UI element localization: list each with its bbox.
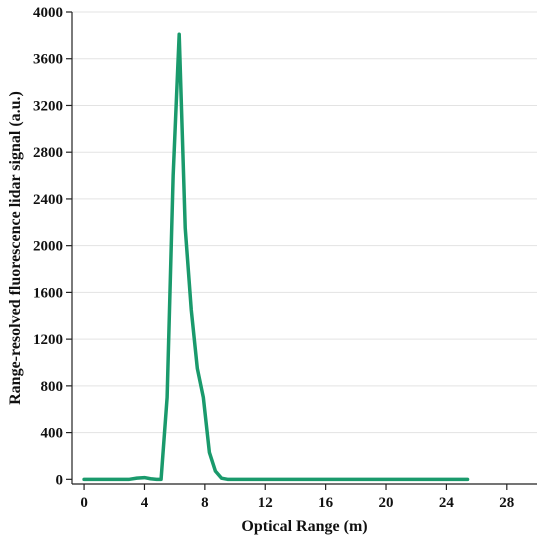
x-tick-label-0: 0 (80, 495, 88, 511)
x-tick-label-4: 4 (141, 495, 149, 511)
x-axis-ticks: 0 4 8 12 16 20 24 28 (80, 484, 514, 511)
x-tick-label-12: 12 (258, 495, 273, 511)
series-line-0 (82, 32, 470, 482)
y-axis-title: Range-resolved fluorescence lidar signal… (7, 91, 24, 405)
axes (71, 12, 537, 485)
y-tick-label-2000: 2000 (33, 239, 63, 255)
x-tick-label-16: 16 (318, 495, 334, 511)
x-tick-label-28: 28 (499, 495, 514, 511)
x-axis-title: Optical Range (m) (241, 518, 367, 535)
y-axis-ticks: 0 400 800 1200 1600 2000 2400 2800 3200 3600 4000 (33, 5, 72, 488)
y-tick-label-400: 400 (41, 426, 64, 442)
y-tick-label-1200: 1200 (33, 332, 63, 348)
y-tick-label-0: 0 (56, 472, 64, 488)
y-tick-label-800: 800 (41, 379, 64, 395)
y-tick-label-3600: 3600 (33, 52, 63, 68)
y-tick-label-4000: 4000 (33, 5, 63, 21)
y-tick-label-2400: 2400 (33, 192, 63, 208)
series-layer (82, 32, 470, 482)
y-tick-label-3200: 3200 (33, 98, 63, 114)
grid-lines (72, 11, 537, 434)
y-tick-label-1600: 1600 (33, 285, 63, 301)
x-tick-label-20: 20 (379, 495, 394, 511)
y-tick-label-2800: 2800 (33, 145, 63, 161)
x-tick-label-8: 8 (201, 495, 209, 511)
x-tick-label-24: 24 (439, 495, 455, 511)
